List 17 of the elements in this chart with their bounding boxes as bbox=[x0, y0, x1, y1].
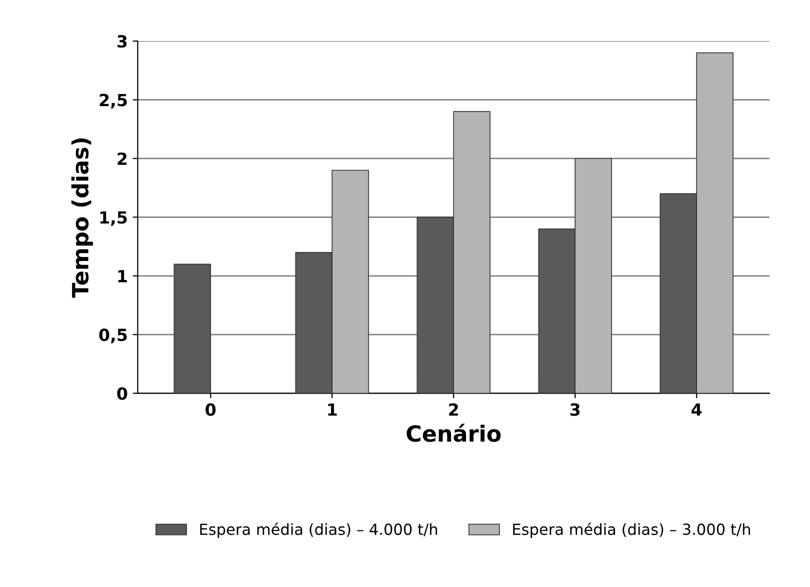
y-tick-label: 1 bbox=[118, 270, 127, 282]
y-tick-label: 0,5 bbox=[99, 328, 127, 344]
x-tick-label: 2 bbox=[449, 403, 458, 416]
x-tick-label: 4 bbox=[692, 404, 702, 416]
y-tick-label: 1,5 bbox=[100, 211, 127, 226]
x-tick-label: 3 bbox=[570, 403, 580, 416]
x-axis-title: Cenário bbox=[406, 424, 501, 442]
y-tick-label: 0 bbox=[117, 387, 128, 400]
y-tick-label: 2,5 bbox=[100, 94, 127, 108]
y-tick-label: 3 bbox=[117, 35, 127, 48]
legend-label: Espera média (dias) – 4.000 t/h bbox=[200, 522, 438, 538]
y-axis-title: Tempo (dias) bbox=[71, 138, 93, 298]
x-tick-label: 0 bbox=[206, 403, 216, 416]
legend-label: Espera média (dias) – 3.000 t/h bbox=[513, 522, 750, 538]
bar bbox=[174, 264, 212, 394]
x-tick-label: 1 bbox=[328, 404, 337, 416]
y-tick-label: 2 bbox=[118, 152, 127, 165]
